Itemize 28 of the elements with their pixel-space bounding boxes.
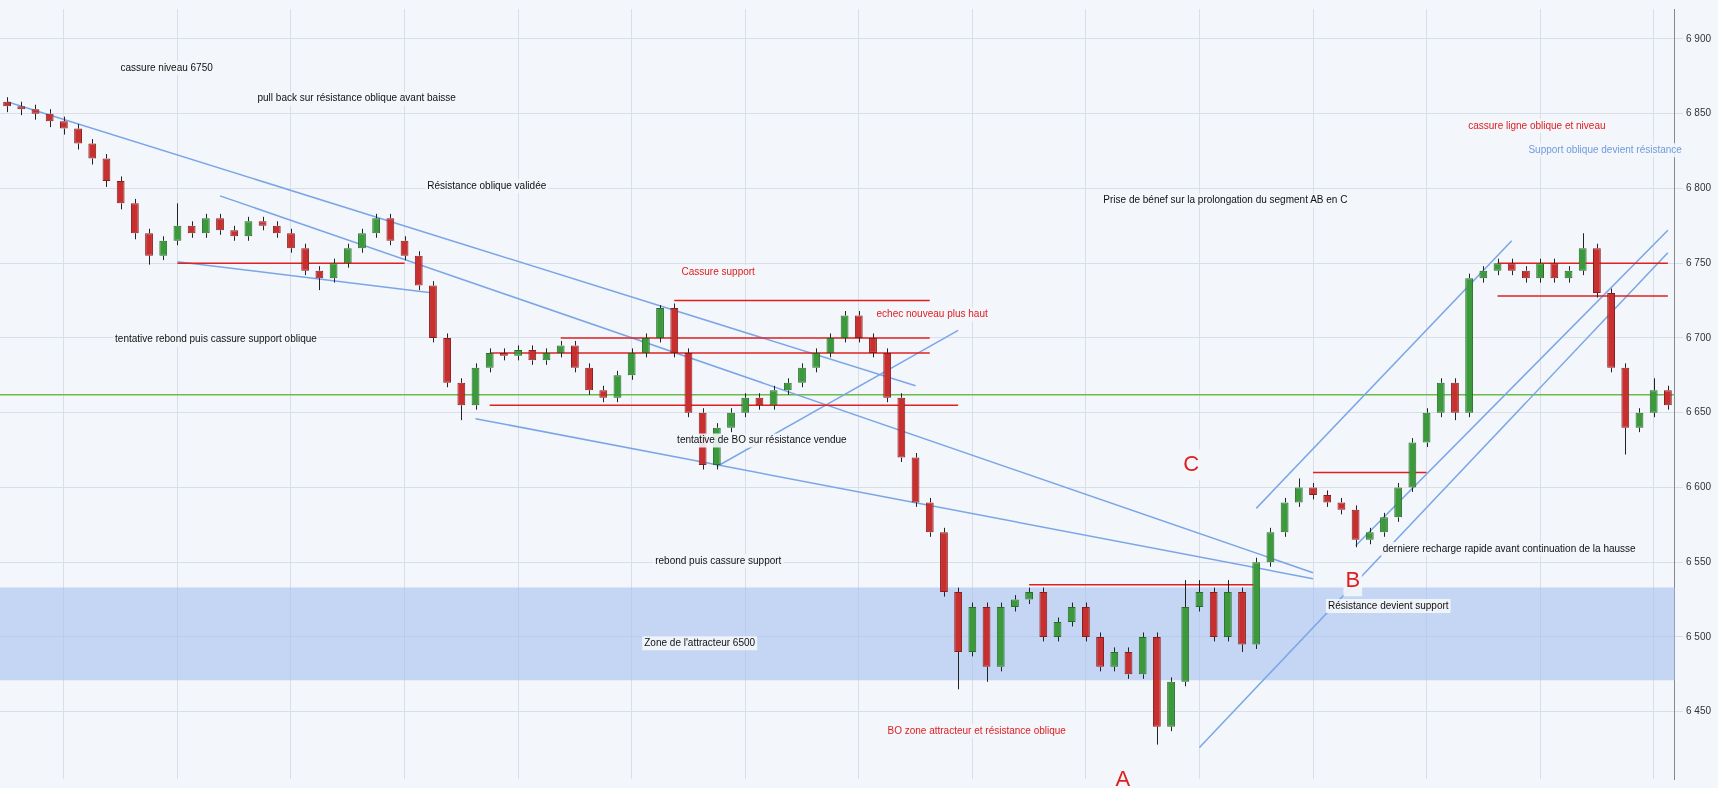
annotation: cassure niveau 6750	[120, 61, 214, 73]
y-tick-label: 6 450	[1685, 705, 1712, 717]
annotation: Résistance oblique validée	[427, 180, 547, 192]
y-tick-label: 6 850	[1685, 107, 1712, 119]
y-tick-label: 6 700	[1685, 331, 1712, 343]
annotation: Zone de l'attracteur 6500	[644, 637, 756, 649]
annotation: Prise de bénef sur la prolongation du segment AB en C	[1103, 194, 1348, 206]
annotation: rebond puis cassure support	[655, 554, 782, 566]
annotation: Résistance devient support	[1327, 599, 1449, 611]
annotation: Cassure support	[681, 265, 756, 277]
annotation: tentative de BO sur résistance vendue	[677, 434, 848, 446]
y-tick-label: 6 750	[1685, 256, 1712, 268]
annotation: tentative rebond puis cassure support oblique	[115, 333, 318, 345]
y-tick-label: 6 650	[1685, 406, 1712, 418]
y-tick-label: 6 900	[1685, 32, 1712, 44]
annotation: cassure ligne oblique et niveau	[1468, 119, 1606, 131]
annotation: B	[1345, 566, 1361, 592]
annotation: BO zone attracteur et résistance oblique	[887, 724, 1067, 736]
annotation: derniere recharge rapide avant continuation de la hausse	[1382, 542, 1637, 554]
y-tick-label: 6 500	[1685, 630, 1712, 642]
y-tick-label: 6 600	[1685, 481, 1712, 493]
y-tick-label: 6 550	[1685, 555, 1712, 567]
annotation: C	[1183, 450, 1200, 476]
annotation: pull back sur résistance oblique avant baisse	[257, 92, 457, 104]
annotation: echec nouveau plus haut	[876, 308, 988, 320]
y-tick-label: 6 800	[1685, 182, 1712, 194]
annotation: A	[1115, 766, 1131, 788]
annotation: Support oblique devient résistance	[1528, 143, 1683, 155]
